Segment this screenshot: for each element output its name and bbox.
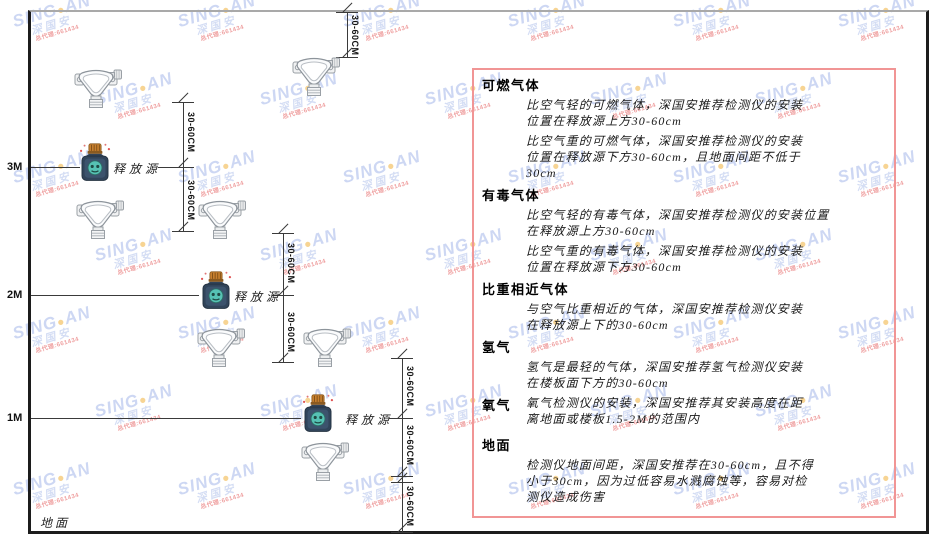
dimension-tick [391, 532, 413, 533]
dimension-tick [391, 482, 413, 483]
section-heading: 比重相近气体 [482, 282, 570, 297]
section-oxygen: 氧气 氧气检测仪的安装，深国安推荐其安装高度在距 离地面或楼板1.5-2M的范围… [482, 395, 884, 431]
dimension-tick [272, 233, 294, 234]
release-source-icon [301, 394, 335, 439]
dimension-tick [336, 12, 358, 13]
dimension-label: 30-60CM [350, 15, 360, 56]
dimension-label: 30-60CM [286, 243, 296, 284]
gas-detector-icon [74, 67, 123, 114]
level-line-1m [31, 418, 301, 419]
dimension-label: 30-60CM [186, 180, 196, 221]
section-hydrogen: 氢气 氢气是最轻的气体，深国安推荐氢气检测仪安装 在楼板面下方的30-60cm [482, 337, 884, 391]
section-paragraph: 比空气重的有毒气体，深国安推荐检测仪的安装 位置在释放源下方30-60cm [526, 244, 804, 274]
gas-detector-icon [303, 326, 352, 373]
dimension-label: 30-60CM [186, 112, 196, 153]
dimension-tick [172, 102, 194, 103]
section-heading: 有毒气体 [482, 188, 541, 203]
dimension-label: 30-60CM [405, 425, 415, 466]
dimension-label: 30-60CM [405, 366, 415, 407]
ground-label: 地面 [40, 516, 71, 530]
dimension-line-ceiling [347, 12, 348, 57]
dimension-label: 30-60CM [286, 312, 296, 353]
dimension-tick [336, 57, 358, 58]
dimension-tick [172, 231, 194, 232]
height-label-2m: 2M [7, 289, 23, 301]
info-panel: 可燃气体 比空气轻的可燃气体，深国安推荐检测仪的安装 位置在释放源上方30-60… [472, 68, 896, 518]
gas-detector-icon [197, 326, 246, 373]
height-label-3m: 3M [7, 161, 23, 173]
section-paragraph: 氧气检测仪的安装，深国安推荐其安装高度在距 离地面或楼板1.5-2M的范围内 [526, 396, 804, 426]
gas-detector-icon [301, 440, 350, 487]
level-line-3m [31, 167, 80, 168]
release-source-icon [78, 143, 112, 188]
section-heading: 氢气 [482, 340, 512, 355]
dimension-line-2m [283, 233, 284, 362]
dimension-tick [391, 358, 413, 359]
dimension-tick [172, 167, 194, 168]
section-combustible-gas: 可燃气体 比空气轻的可燃气体，深国安推荐检测仪的安装 位置在释放源上方30-60… [482, 75, 884, 181]
section-heading: 氧气 [482, 398, 512, 413]
dimension-tick [272, 295, 294, 296]
section-paragraph: 比空气轻的有毒气体，深国安推荐检测仪的安装位置 在释放源上方30-60cm [526, 208, 830, 238]
dimension-tick [272, 362, 294, 363]
section-heading: 地面 [482, 438, 512, 453]
section-paragraph: 比空气轻的可燃气体，深国安推荐检测仪的安装 位置在释放源上方30-60cm [526, 98, 804, 128]
gas-detector-icon [198, 198, 247, 245]
section-paragraph: 与空气比重相近的气体，深国安推荐检测仪安装 在释放源上下的30-60cm [526, 302, 804, 332]
dimension-label: 30-60CM [405, 486, 415, 527]
height-label-1m: 1M [7, 412, 23, 424]
section-toxic-gas: 有毒气体 比空气轻的有毒气体，深国安推荐检测仪的安装位置 在释放源上方30-60… [482, 185, 884, 275]
dimension-tick [391, 418, 413, 419]
release-source-icon [199, 271, 233, 316]
level-line-2m [31, 295, 199, 296]
room-outline [28, 10, 929, 534]
release-source-label: 释放源 [345, 413, 394, 427]
section-paragraph: 检测仪地面间距，深国安推荐在30-60cm，且不得 小于30cm，因为过低容易水… [526, 458, 814, 504]
section-similar-density-gas: 比重相近气体 与空气比重相近的气体，深国安推荐检测仪安装 在释放源上下的30-6… [482, 279, 884, 333]
section-paragraph: 比空气重的可燃气体，深国安推荐检测仪的安装 位置在释放源下方30-60cm，且地… [526, 134, 804, 180]
release-source-label: 释放源 [113, 162, 162, 176]
section-ground: 地面 检测仪地面间距，深国安推荐在30-60cm，且不得 小于30cm，因为过低… [482, 435, 884, 505]
gas-detector-icon [292, 55, 341, 102]
dimension-line-1m [402, 358, 403, 533]
section-paragraph: 氢气是最轻的气体，深国安推荐氢气检测仪安装 在楼板面下方的30-60cm [526, 360, 804, 390]
gas-detector-icon [76, 198, 125, 245]
section-heading: 可燃气体 [482, 78, 541, 93]
release-source-label: 释放源 [234, 290, 283, 304]
